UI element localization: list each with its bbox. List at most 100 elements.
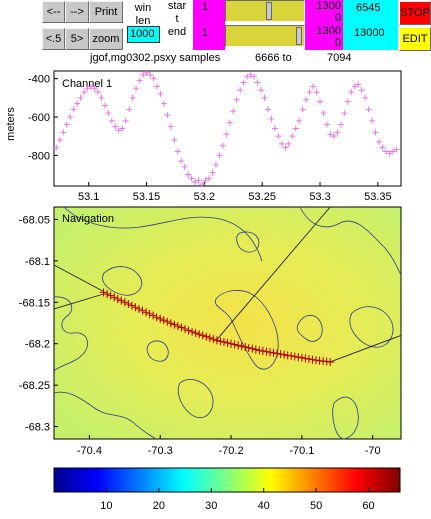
channel-1-chart[interactable]: Channel 1 meters 53.1 53.15 53.2 53.25 53.3 5…: [0, 62, 431, 202]
navigation-map[interactable]: Navigation -70.4 -70.3 -70.2 -70.1 -70 -68.05…: [0, 203, 431, 465]
navigation-track-point: [163, 317, 172, 326]
navigation-xtick-label: -70.4: [77, 445, 102, 457]
channel-1-point: [126, 106, 133, 113]
channel-1-point: [67, 114, 74, 120]
channel-1-title: Channel 1: [62, 78, 112, 90]
navigation-xtick-label: -70.3: [148, 445, 173, 457]
cyan-top-value: 6545: [356, 2, 381, 14]
half-forward-button[interactable]: 5>: [65, 28, 89, 50]
end-slider[interactable]: [225, 25, 305, 47]
channel-1-point: [382, 148, 389, 155]
channel-1-point: [386, 150, 393, 157]
start-label: star t end: [163, 0, 191, 39]
start-max-line1: 1300: [316, 0, 341, 12]
navigation-background: [53, 206, 402, 440]
navigation-track-point: [103, 290, 112, 298]
navigation-xtick-label: -70.1: [289, 445, 314, 457]
scroll-left-button[interactable]: <--: [42, 1, 65, 23]
navigation-track-point: [106, 291, 115, 300]
stop-button[interactable]: STOP: [399, 1, 431, 25]
navigation-track-point: [283, 351, 292, 360]
start-slider[interactable]: [225, 0, 305, 22]
channel-1-point: [376, 138, 383, 145]
channel-1-point: [115, 127, 122, 134]
channel-1-point: [379, 144, 386, 151]
channel-1-point: [313, 89, 320, 96]
channel-1-point: [223, 131, 230, 138]
navigation-track-point: [308, 355, 317, 364]
channel-1-point: [282, 144, 289, 151]
end-slider-thumb[interactable]: [295, 27, 302, 45]
start-value-field[interactable]: 1: [193, 0, 225, 25]
navigation-track-point: [195, 330, 204, 339]
navigation-track-point: [127, 301, 136, 310]
cyan-bottom-value: 13000: [354, 27, 385, 39]
navigation-track-point: [265, 348, 274, 357]
start-max-line2: 0: [334, 12, 341, 24]
channel-1-point: [244, 73, 251, 80]
channel-1-xtick-label: 53.15: [133, 191, 161, 202]
channel-1-point: [389, 148, 396, 155]
channel-1-point: [153, 83, 160, 90]
colorbar-tick-label: 10: [100, 500, 112, 512]
channel-1-point: [94, 89, 101, 96]
channel-1-point: [160, 100, 167, 107]
navigation-track-point: [273, 349, 282, 358]
channel-1-point: [240, 79, 247, 86]
channel-1-point: [351, 83, 358, 90]
channel-1-point: [303, 96, 310, 103]
cyan-info-panel: 6545 13000: [343, 0, 398, 50]
start-label-line2: t: [175, 13, 179, 25]
channel-1-point: [81, 89, 88, 96]
channel-1-point: [205, 175, 212, 182]
navigation-track-point: [134, 304, 143, 313]
navigation-ytick-label: -68.15: [19, 297, 50, 309]
start-slider-thumb[interactable]: [265, 2, 272, 20]
channel-1-point: [178, 158, 185, 165]
channel-1-point: [88, 83, 95, 90]
half-back-button[interactable]: <.5: [42, 28, 65, 50]
navigation-track-point: [205, 333, 214, 342]
navigation-track-point: [297, 353, 306, 362]
print-button[interactable]: Print: [89, 1, 123, 23]
window-length-input[interactable]: 1000: [127, 26, 160, 43]
channel-1-point: [150, 75, 157, 82]
edit-button[interactable]: EDIT: [399, 27, 431, 51]
colorbar-tick-label: 50: [310, 500, 322, 512]
channel-1-point: [285, 140, 292, 147]
channel-1-point: [362, 94, 369, 101]
window-length-label-line1: win: [134, 2, 152, 14]
channel-1-point: [188, 175, 195, 182]
channel-1-xtick-label: 53.2: [194, 191, 215, 202]
channel-1-point: [74, 100, 81, 107]
channel-1-point: [60, 129, 67, 136]
ship-track-line: [53, 264, 104, 292]
channel-1-point: [147, 71, 154, 78]
channel-1-point: [292, 125, 299, 132]
navigation-ytick-label: -68.25: [19, 380, 50, 392]
colorbar-tick-label: 30: [205, 500, 217, 512]
navigation-track-point: [166, 319, 175, 328]
navigation-track-point: [117, 296, 126, 305]
channel-1-ytick-label: -600: [28, 112, 50, 124]
colorbar-tick-label: 60: [362, 500, 374, 512]
zoom-button[interactable]: zoom: [89, 28, 123, 50]
channel-1-point: [129, 94, 136, 101]
channel-1-point: [105, 110, 112, 117]
scroll-right-button[interactable]: -->: [65, 1, 89, 23]
navigation-track-point: [219, 338, 228, 347]
channel-1-point: [174, 148, 181, 155]
channel-1-point: [299, 106, 306, 113]
navigation-xtick-label: -70.2: [219, 445, 244, 457]
channel-1-point: [219, 142, 226, 149]
navigation-track-point: [301, 354, 310, 363]
navigation-ytick-label: -68.1: [25, 256, 50, 268]
end-value-field[interactable]: 1: [193, 25, 225, 50]
end-max-line1: 1300: [316, 25, 341, 37]
channel-1-point: [181, 163, 188, 170]
navigation-track-point: [138, 306, 147, 315]
window-length-label: win len: [126, 2, 160, 28]
channel-1-point: [264, 106, 271, 113]
navigation-track-point: [124, 299, 133, 308]
channel-1-point: [268, 115, 275, 122]
